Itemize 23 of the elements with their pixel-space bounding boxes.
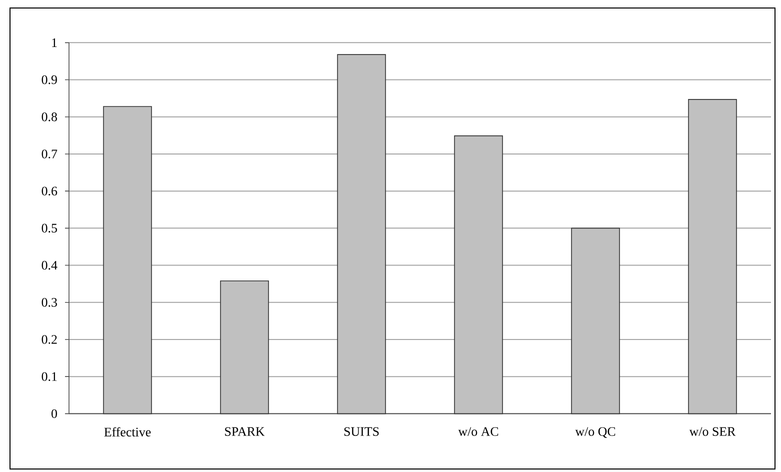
y-tick-label: 0.4	[42, 260, 58, 270]
bar	[688, 99, 737, 414]
bar	[571, 228, 620, 414]
x-tick-label: Effective	[104, 427, 151, 436]
y-tick-label: 0.1	[42, 372, 57, 381]
y-tick-label: 0.7	[42, 150, 58, 158]
y-tick-label: 0.5	[42, 224, 57, 233]
x-tick-label: w/o QC	[575, 427, 616, 438]
bar	[103, 106, 152, 414]
y-tick-label: 0	[52, 409, 57, 418]
bar	[220, 280, 269, 414]
y-tick-label: 0.2	[42, 335, 57, 344]
y-tick-label: 0.8	[42, 112, 57, 122]
y-tick-label: 0.3	[42, 298, 57, 307]
bar	[454, 135, 503, 414]
bar	[337, 54, 386, 414]
y-tick-label: 1	[52, 38, 57, 47]
x-tick-label: SPARK	[225, 427, 265, 436]
y-tick-label: 0.6	[42, 186, 58, 196]
x-tick-label: w/o AC	[458, 427, 498, 436]
x-tick-label: SUITS	[344, 427, 379, 436]
x-tick-label: w/o SER	[689, 427, 736, 436]
y-tick-label: 0.9	[42, 75, 57, 84]
